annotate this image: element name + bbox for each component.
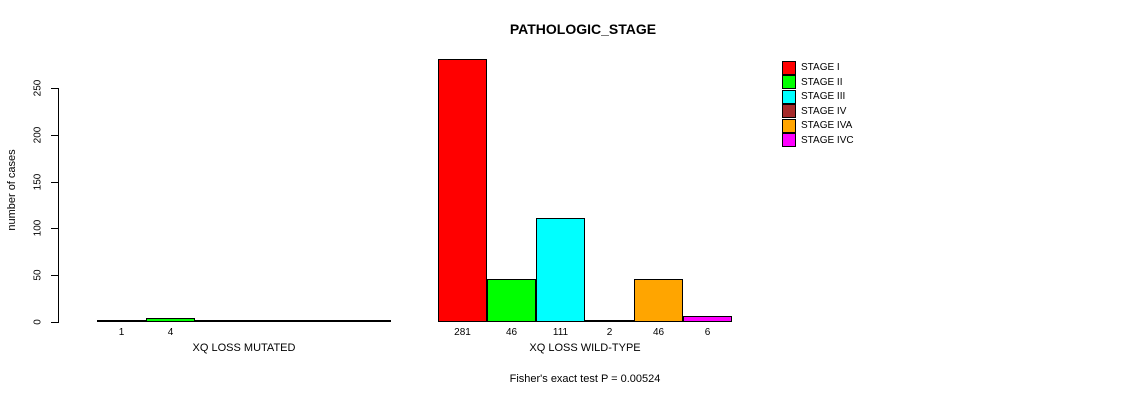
legend-label: STAGE IVC: [801, 134, 854, 146]
y-axis-tick: [51, 181, 58, 183]
legend: STAGE I STAGE II STAGE III STAGE IV STAGE IV…: [782, 60, 854, 149]
y-axis-tick: [51, 322, 58, 323]
chart-title: PATHOLOGIC_STAGE: [509, 21, 657, 37]
bar-stage-ivc: [683, 316, 732, 322]
y-axis-tick: [51, 275, 58, 277]
legend-row: STAGE IVC: [782, 133, 854, 148]
legend-label: STAGE I: [801, 62, 840, 73]
legend-swatch-icon: [782, 118, 796, 133]
legend-row: STAGE IVA: [782, 118, 854, 133]
legend-row: STAGE III: [782, 89, 854, 104]
legend-label: STAGE IVA: [801, 120, 853, 132]
bar-stage-ii: [146, 318, 195, 322]
legend-swatch-icon: [782, 104, 796, 119]
bar-value-label: 46: [505, 327, 518, 338]
y-tick-label: 150: [32, 173, 44, 190]
bar-stage-i: [97, 320, 146, 322]
footnote: Fisher's exact test P = 0.00524: [509, 373, 661, 385]
legend-swatch-icon: [782, 133, 796, 148]
bar-stage-i: [438, 59, 487, 322]
y-tick-label: 250: [32, 79, 44, 97]
y-tick-label: 200: [32, 126, 44, 144]
y-axis-line: [58, 88, 59, 323]
bar-value-label: 4: [167, 327, 174, 338]
bar-value-label: 111: [552, 327, 569, 338]
y-tick-label: 0: [32, 319, 44, 325]
legend-swatch-icon: [782, 75, 796, 90]
y-tick-label: 100: [32, 220, 44, 237]
bar-value-label: 1: [118, 327, 125, 338]
bar-value-label: 2: [606, 327, 613, 338]
group-label: XQ LOSS MUTATED: [192, 342, 296, 354]
y-axis-tick: [51, 228, 58, 230]
bar-stage-ii: [487, 279, 536, 322]
y-tick-label: 50: [32, 269, 44, 281]
legend-label: STAGE II: [801, 76, 843, 88]
bar-stage-iv: [585, 320, 634, 322]
legend-row: STAGE I: [782, 60, 854, 75]
bar-value-label: 6: [704, 327, 711, 338]
y-axis-tick: [51, 88, 58, 89]
legend-label: STAGE III: [801, 91, 846, 103]
bar-value-label: 46: [652, 327, 665, 338]
legend-row: STAGE II: [782, 75, 854, 90]
legend-swatch-icon: [782, 89, 796, 104]
legend-swatch-icon: [782, 60, 796, 75]
legend-label: STAGE IV: [801, 105, 847, 117]
bar-value-label: 281: [454, 327, 471, 338]
y-axis-tick: [51, 134, 58, 136]
group-label: XQ LOSS WILD-TYPE: [529, 342, 641, 354]
bar-stage-iii: [536, 218, 585, 322]
legend-row: STAGE IV: [782, 104, 854, 119]
group-baseline: [97, 320, 391, 322]
bar-stage-iva: [634, 279, 683, 322]
